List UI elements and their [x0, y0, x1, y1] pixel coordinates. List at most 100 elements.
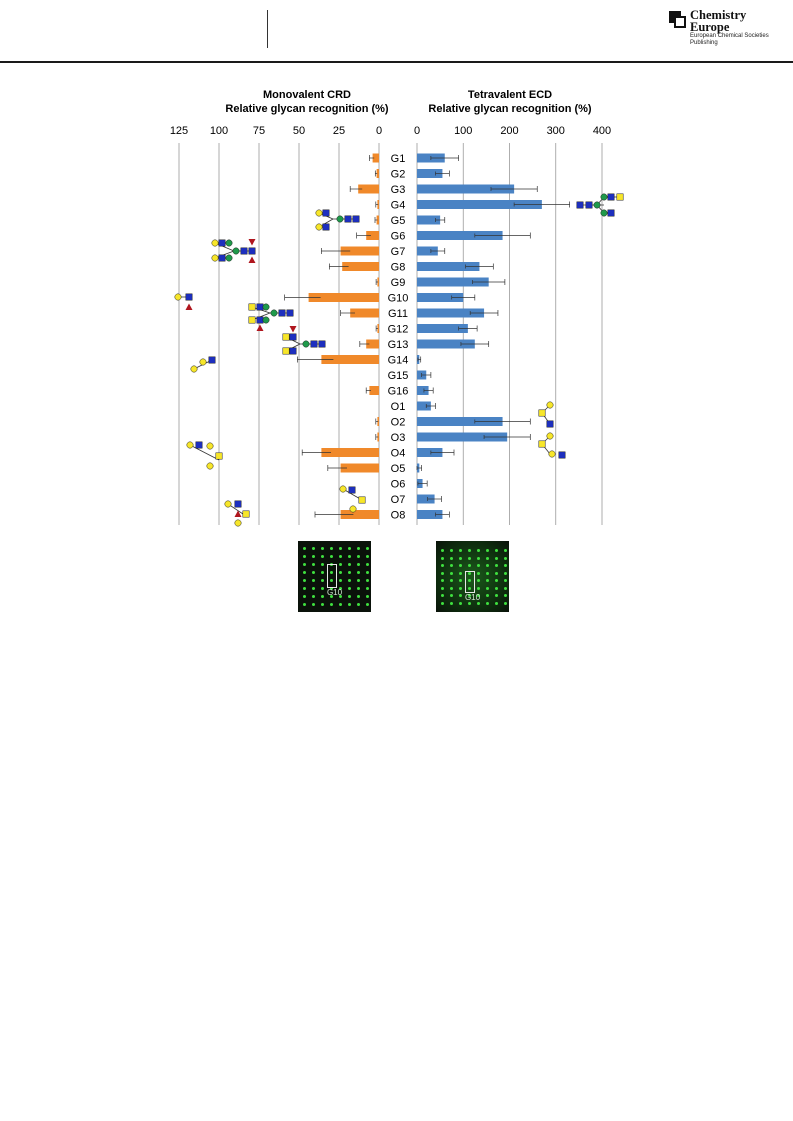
microarray-spot: [486, 601, 489, 605]
glycan-fucose-icon: [234, 510, 242, 517]
microarray-spot: [450, 571, 453, 575]
right-bar-O8: [417, 510, 443, 519]
microarray-spot: [357, 587, 360, 590]
microarray-spot: [504, 571, 507, 575]
microarray-spot: [495, 579, 498, 582]
glycan-circle-icon: [270, 309, 278, 317]
microarray-spot: [303, 571, 306, 574]
journal-logo[interactable]: Chemistry Europe European Chemical Socie…: [669, 9, 779, 53]
glycan-square-icon: [546, 420, 554, 428]
microarray-spot: [486, 564, 489, 567]
category-label-G6: G6: [391, 231, 406, 243]
microarray-spot: [477, 601, 480, 605]
microarray-spot: [303, 563, 306, 566]
microarray-spot: [495, 549, 498, 552]
microarray-spot: [348, 555, 351, 558]
category-label-G11: G11: [388, 308, 408, 320]
microarray-spot: [495, 594, 498, 597]
right-bar-G7: [417, 246, 438, 256]
right-bar-G12: [417, 324, 468, 333]
glycan-square-icon: [282, 347, 290, 355]
glycan-circle-icon: [600, 193, 608, 201]
glycan-square-icon: [208, 356, 216, 364]
microarray-spot: [312, 547, 315, 550]
left-tick-label: 0: [376, 125, 382, 137]
category-label-G13: G13: [388, 339, 409, 351]
microarray-spot: [312, 571, 315, 574]
right-bar-G2: [417, 169, 443, 178]
microarray-spot: [303, 579, 306, 582]
microarray-spot: [441, 601, 444, 605]
microarray-spot: [321, 603, 324, 606]
right-chart-subtitle: Relative glycan recognition (%): [428, 103, 592, 115]
microarray-spot: [459, 571, 462, 575]
microarray-spot: [441, 586, 444, 590]
microarray-spot: [321, 547, 324, 550]
right-tick-label: 0: [414, 125, 420, 137]
glycan-circle-icon: [186, 441, 194, 449]
microarray-spot: [486, 571, 489, 575]
glycan-square-icon: [318, 340, 326, 348]
microarray-spot: [312, 563, 315, 566]
microarray-spot: [468, 601, 471, 605]
glycan-square-icon: [256, 316, 264, 324]
right-bar-O1: [417, 401, 431, 411]
microarray-spot: [339, 603, 342, 606]
glycan-circle-icon: [199, 358, 207, 366]
microarray-spot: [330, 555, 333, 558]
glycan-square-icon: [348, 486, 356, 494]
microarray-spot: [303, 595, 306, 598]
microarray-image-tetravalent: G10: [436, 541, 509, 612]
microarray-spot: [495, 571, 498, 575]
microarray-spot: [486, 556, 489, 560]
category-label-G4: G4: [391, 200, 406, 212]
glycan-square-icon: [218, 254, 226, 262]
microarray-spot: [357, 579, 360, 582]
microarray-spot: [441, 594, 444, 597]
microarray-spot: [312, 603, 315, 606]
left-tick-label: 25: [333, 125, 345, 137]
glycan-circle-icon: [600, 209, 608, 217]
microarray-spot: [504, 556, 507, 560]
microarray-spot: [441, 564, 444, 567]
microarray-spot: [459, 549, 462, 552]
glycan-circle-icon: [206, 442, 214, 450]
microarray-label: G10: [464, 593, 481, 602]
microarray-spot: [366, 595, 369, 598]
microarray-spot: [339, 547, 342, 550]
microarray-spot: [330, 547, 333, 550]
microarray-spot: [459, 556, 462, 560]
glycan-square-icon: [248, 303, 256, 311]
microarray-spot: [441, 579, 444, 582]
category-label-G14: G14: [388, 355, 409, 367]
category-label-O4: O4: [391, 448, 406, 460]
microarray-spot: [450, 579, 453, 582]
microarray-spot: [321, 587, 324, 590]
left-chart-subtitle: Relative glycan recognition (%): [225, 103, 389, 115]
glycan-link: [189, 444, 220, 461]
category-label-G7: G7: [391, 246, 406, 258]
left-bar-G1: [372, 153, 379, 163]
microarray-spot: [312, 595, 315, 598]
microarray-spot: [504, 579, 507, 582]
microarray-spot: [330, 595, 333, 598]
microarray-spot: [441, 571, 444, 575]
category-label-G10: G10: [388, 293, 409, 305]
microarray-spot: [477, 571, 480, 575]
left-bar-O4: [321, 448, 379, 457]
left-bar-G7: [340, 246, 379, 256]
glycan-square-icon: [352, 215, 360, 223]
microarray-spot: [468, 564, 471, 567]
microarray-spot: [468, 594, 471, 597]
category-label-O2: O2: [391, 417, 406, 429]
microarray-spot: [486, 586, 489, 590]
glycan-square-icon: [607, 209, 615, 217]
right-bar-G5: [417, 215, 441, 225]
microarray-spot: [330, 571, 333, 574]
microarray-spot: [357, 603, 360, 606]
glycan-square-icon: [234, 500, 242, 508]
microarray-spot: [495, 586, 498, 590]
microarray-spot: [303, 555, 306, 558]
glycan-square-icon: [256, 303, 264, 311]
microarray-spot: [366, 579, 369, 582]
